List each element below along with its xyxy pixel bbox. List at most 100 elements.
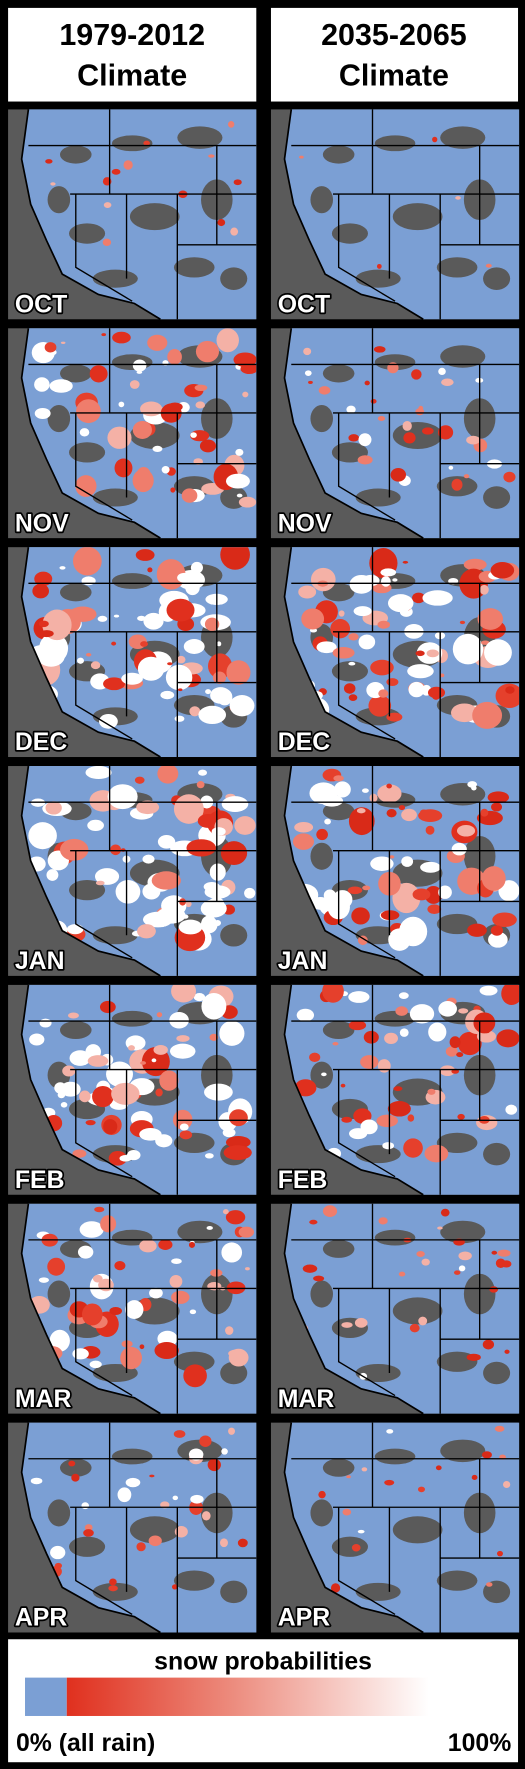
snow-patch — [233, 179, 242, 186]
snow-patch — [69, 1050, 91, 1066]
terrain-patch — [322, 1239, 355, 1258]
snow-patch — [44, 342, 57, 353]
terrain-patch — [69, 1536, 106, 1557]
snow-patch — [198, 705, 227, 725]
state-lines — [291, 547, 520, 758]
terrain-patch — [436, 257, 478, 278]
snow-patch — [103, 202, 112, 209]
map-features — [287, 548, 520, 729]
snow-patch — [473, 1012, 496, 1034]
snow-patch — [87, 819, 104, 831]
terrain-patch — [173, 1351, 215, 1372]
snow-patch — [309, 1219, 318, 1225]
snow-patch — [235, 448, 244, 456]
month-label: JAN — [15, 948, 65, 975]
map-panel: JAN — [8, 765, 257, 977]
terrain-patch — [440, 126, 486, 149]
snow-patch — [216, 328, 239, 353]
snow-patch — [76, 399, 101, 424]
snow-patch — [488, 931, 508, 948]
snow-patch — [103, 677, 126, 691]
snow-patch — [59, 566, 66, 570]
snow-patch — [221, 1242, 243, 1263]
snow-patch — [136, 800, 160, 815]
snow-patch — [504, 1349, 510, 1354]
snow-patch — [347, 886, 363, 895]
header-box — [270, 7, 519, 102]
snow-patch — [456, 825, 476, 837]
month-label: FEB — [15, 1167, 65, 1194]
state-lines — [291, 109, 520, 320]
snow-patch — [101, 333, 107, 337]
snow-patch — [422, 590, 453, 606]
snow-patch — [417, 1486, 426, 1493]
snow-patch — [401, 808, 417, 822]
snow-patch — [298, 585, 317, 599]
map-features — [28, 766, 256, 952]
snow-patch — [389, 855, 395, 859]
snow-patch — [332, 1042, 339, 1046]
snow-patch — [60, 341, 66, 344]
snow-patch — [173, 1430, 186, 1438]
snow-patch — [435, 1465, 442, 1471]
column-title: Climate — [77, 59, 187, 93]
snow-patch — [479, 584, 489, 595]
snow-patch — [497, 1550, 503, 1557]
snow-patch — [240, 363, 257, 375]
snow-patch — [316, 641, 337, 654]
snow-patch — [407, 1114, 415, 1122]
snow-patch — [77, 1245, 94, 1259]
snow-patch — [330, 1583, 341, 1593]
snow-patch — [85, 1120, 96, 1126]
snow-patch — [34, 377, 50, 392]
map-features — [289, 768, 520, 951]
snow-patch — [494, 1425, 505, 1432]
terrain-patch — [92, 269, 138, 288]
snow-patch — [408, 681, 425, 698]
terrain-patch — [436, 1570, 478, 1591]
terrain-patch — [59, 145, 92, 164]
snow-patch — [386, 783, 392, 789]
snow-patch — [351, 1544, 361, 1552]
snow-patch — [395, 1006, 408, 1016]
snow-patch — [185, 900, 192, 908]
column-title: Climate — [339, 59, 449, 93]
snow-patch — [386, 1429, 394, 1434]
snow-patch — [171, 1584, 178, 1590]
snow-patch — [132, 469, 154, 493]
snow-patch — [402, 560, 409, 564]
snow-patch — [341, 1116, 353, 1123]
snow-patch — [399, 1028, 409, 1037]
terrain-patch — [322, 1458, 355, 1477]
snow-patch — [432, 136, 438, 143]
snow-patch — [302, 1264, 318, 1273]
state-lines — [291, 1203, 520, 1414]
terrain-patch — [331, 661, 368, 682]
snow-patch — [45, 159, 53, 164]
snow-patch — [110, 844, 122, 856]
terrain-patch — [310, 1280, 334, 1308]
snow-patch — [176, 1035, 190, 1042]
snow-patch — [123, 160, 133, 170]
snow-patch — [318, 386, 331, 395]
snow-patch — [151, 871, 181, 890]
state-lines — [28, 984, 257, 1195]
snow-patch — [37, 645, 65, 667]
terrain-patch — [111, 135, 153, 152]
map-features — [310, 1425, 511, 1604]
snow-patch — [373, 346, 386, 353]
snow-patch — [412, 888, 431, 901]
snow-patch — [348, 807, 375, 836]
snow-patch — [102, 238, 112, 247]
snow-patch — [448, 465, 454, 470]
coastline — [283, 1203, 424, 1415]
snow-patch — [171, 1290, 190, 1304]
terrain-patch — [436, 913, 478, 935]
snow-patch — [208, 653, 233, 679]
snow-patch — [230, 227, 239, 236]
terrain-patch — [392, 1516, 443, 1544]
terrain-patch — [483, 1361, 511, 1385]
snow-patch — [136, 370, 143, 374]
snow-patch — [208, 897, 224, 909]
snow-patch — [153, 1044, 168, 1055]
